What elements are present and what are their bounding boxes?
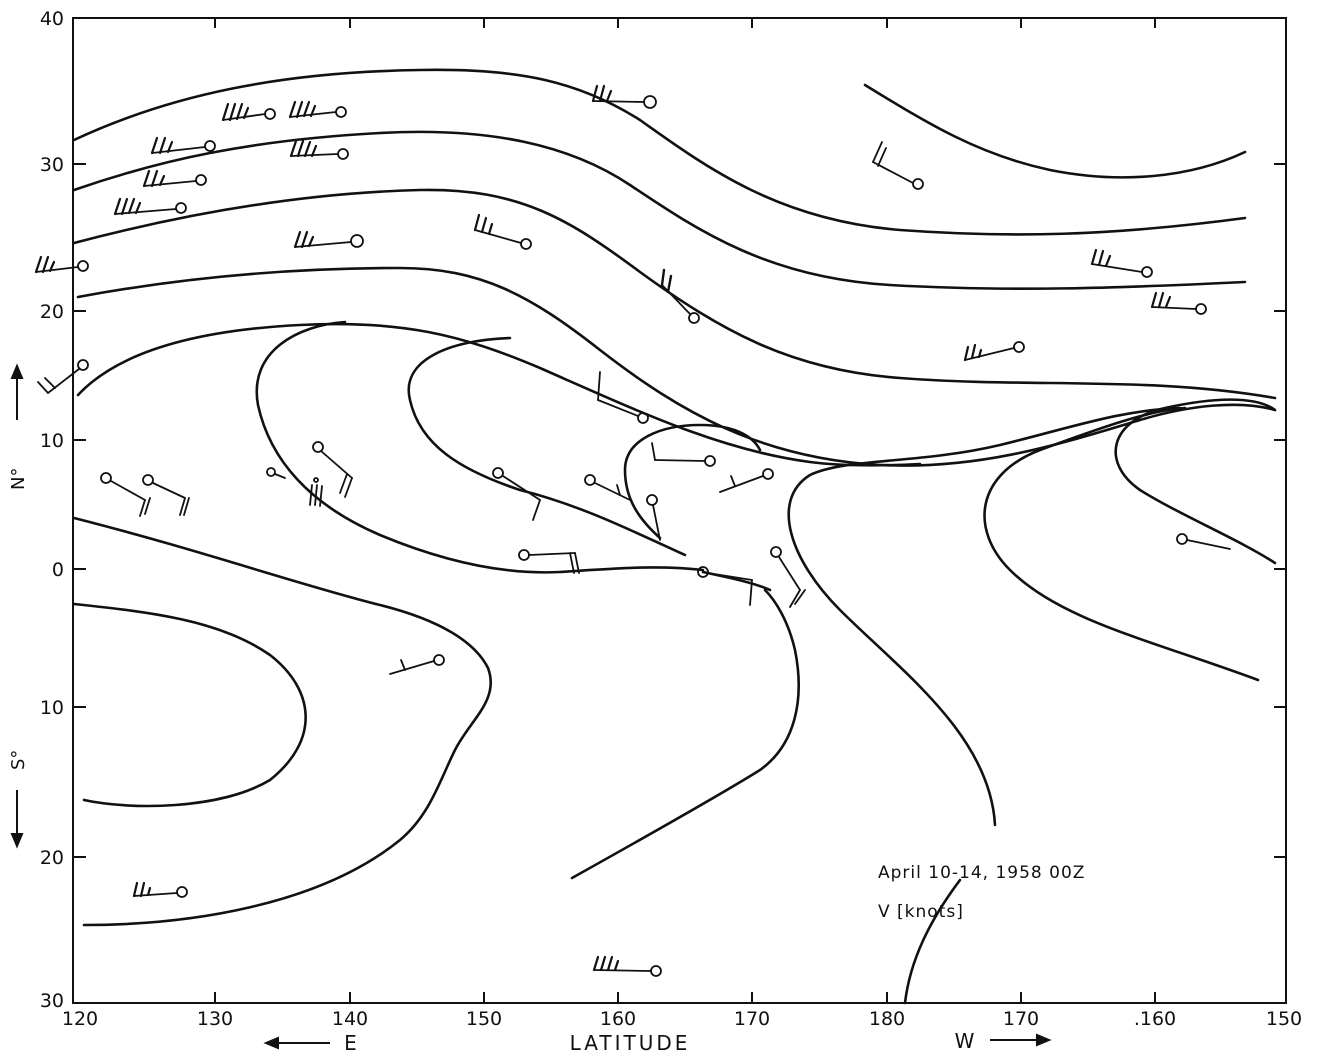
wind-barb-icon	[518, 549, 580, 574]
south-label: S°	[8, 750, 29, 770]
x-tick-130: 130	[197, 1008, 233, 1030]
streamline-15	[407, 336, 687, 557]
wind-barb-icon	[132, 881, 188, 898]
north-arrow-icon	[10, 363, 24, 420]
annotation-date: April 10-14, 1958 00Z	[878, 863, 1085, 883]
wind-barb-icon	[1176, 533, 1231, 550]
wind-barb-icon	[221, 102, 276, 122]
x-tick-170e: 170	[734, 1008, 770, 1030]
wind-barb-icon	[288, 100, 347, 119]
streamline-12	[72, 602, 307, 808]
wind-barb-icon	[651, 442, 716, 467]
wind-barb-icon	[293, 230, 364, 249]
wind-barb-icon	[1090, 248, 1153, 278]
wind-barb-icon	[100, 472, 151, 517]
streamline-10	[1114, 398, 1277, 565]
west-arrow-icon	[990, 1033, 1052, 1047]
wind-barb-icon	[34, 255, 89, 274]
wind-barb-icon	[1150, 291, 1207, 315]
y-tick-10s: 10	[40, 697, 64, 719]
wind-barb-icon	[312, 441, 353, 498]
north-label: N°	[8, 468, 29, 490]
wind-barb-icon	[266, 467, 286, 479]
streamline-2	[72, 130, 1247, 291]
wind-barb-icon	[37, 359, 89, 394]
wind-barb-icon	[584, 474, 631, 501]
wind-barb-icon	[142, 474, 190, 516]
wind-barbs	[34, 84, 1231, 977]
wind-barb-icon	[592, 955, 662, 977]
y-tick-30s: 30	[40, 990, 64, 1012]
wind-barb-icon	[492, 467, 541, 521]
y-tick-40: 40	[40, 8, 64, 30]
east-label: E	[344, 1031, 360, 1055]
x-tick-140: 140	[332, 1008, 368, 1030]
streamline-16	[623, 423, 762, 540]
wind-barb-icon	[389, 654, 445, 675]
x-tick-160w: .160	[1134, 1008, 1176, 1030]
wind-barb-icon	[473, 213, 532, 250]
streamlines	[72, 68, 1277, 1005]
x-tick-120: 120	[62, 1008, 98, 1030]
y-tick-30n: 30	[40, 154, 64, 176]
south-arrow-icon	[10, 790, 24, 849]
wind-barb-icon	[142, 169, 207, 188]
y-tick-10n: 10	[40, 430, 64, 452]
streamline-14	[255, 320, 705, 574]
wind-barb-icon	[591, 84, 657, 109]
wind-barb-icon	[113, 197, 187, 216]
wind-barb-icon	[646, 494, 661, 541]
wind-barb-icon	[872, 141, 924, 190]
x-tick-180: 180	[869, 1008, 905, 1030]
x-ticks	[214, 18, 1156, 1003]
y-tick-20s: 20	[40, 847, 64, 869]
wind-barb-icon	[150, 136, 216, 155]
wind-barb-icon	[719, 468, 774, 493]
streamline-8	[787, 406, 1182, 827]
streamline-13	[72, 516, 493, 927]
y-tick-0: 0	[52, 559, 64, 581]
wind-barb-icon	[289, 139, 349, 160]
annotation-units: V [knots]	[878, 902, 964, 922]
map-frame	[72, 17, 1287, 1004]
wind-barb-icon	[697, 566, 753, 606]
y-tick-20n: 20	[40, 301, 64, 323]
x-tick-170w: 170	[1003, 1008, 1039, 1030]
streamline-5	[76, 322, 922, 467]
wind-barb-icon	[660, 268, 700, 324]
y-ticks	[73, 17, 1286, 1004]
streamline-1	[72, 68, 1247, 236]
east-arrow-icon	[263, 1036, 330, 1050]
wind-barb-icon	[770, 546, 806, 608]
wind-barb-icon	[963, 341, 1025, 362]
streamline-9	[983, 406, 1260, 682]
wind-barb-icon	[309, 477, 323, 507]
streamline-7	[903, 878, 962, 1005]
streamline-6	[863, 83, 1247, 179]
streamline-3	[72, 188, 1277, 400]
x-tick-150w: 150	[1266, 1008, 1302, 1030]
streamline-11	[570, 588, 800, 880]
x-tick-160: 160	[600, 1008, 636, 1030]
x-axis-label: LATITUDE	[570, 1031, 691, 1055]
west-label: W	[955, 1029, 978, 1053]
wind-barb-icon	[597, 371, 649, 424]
x-tick-150: 150	[466, 1008, 502, 1030]
